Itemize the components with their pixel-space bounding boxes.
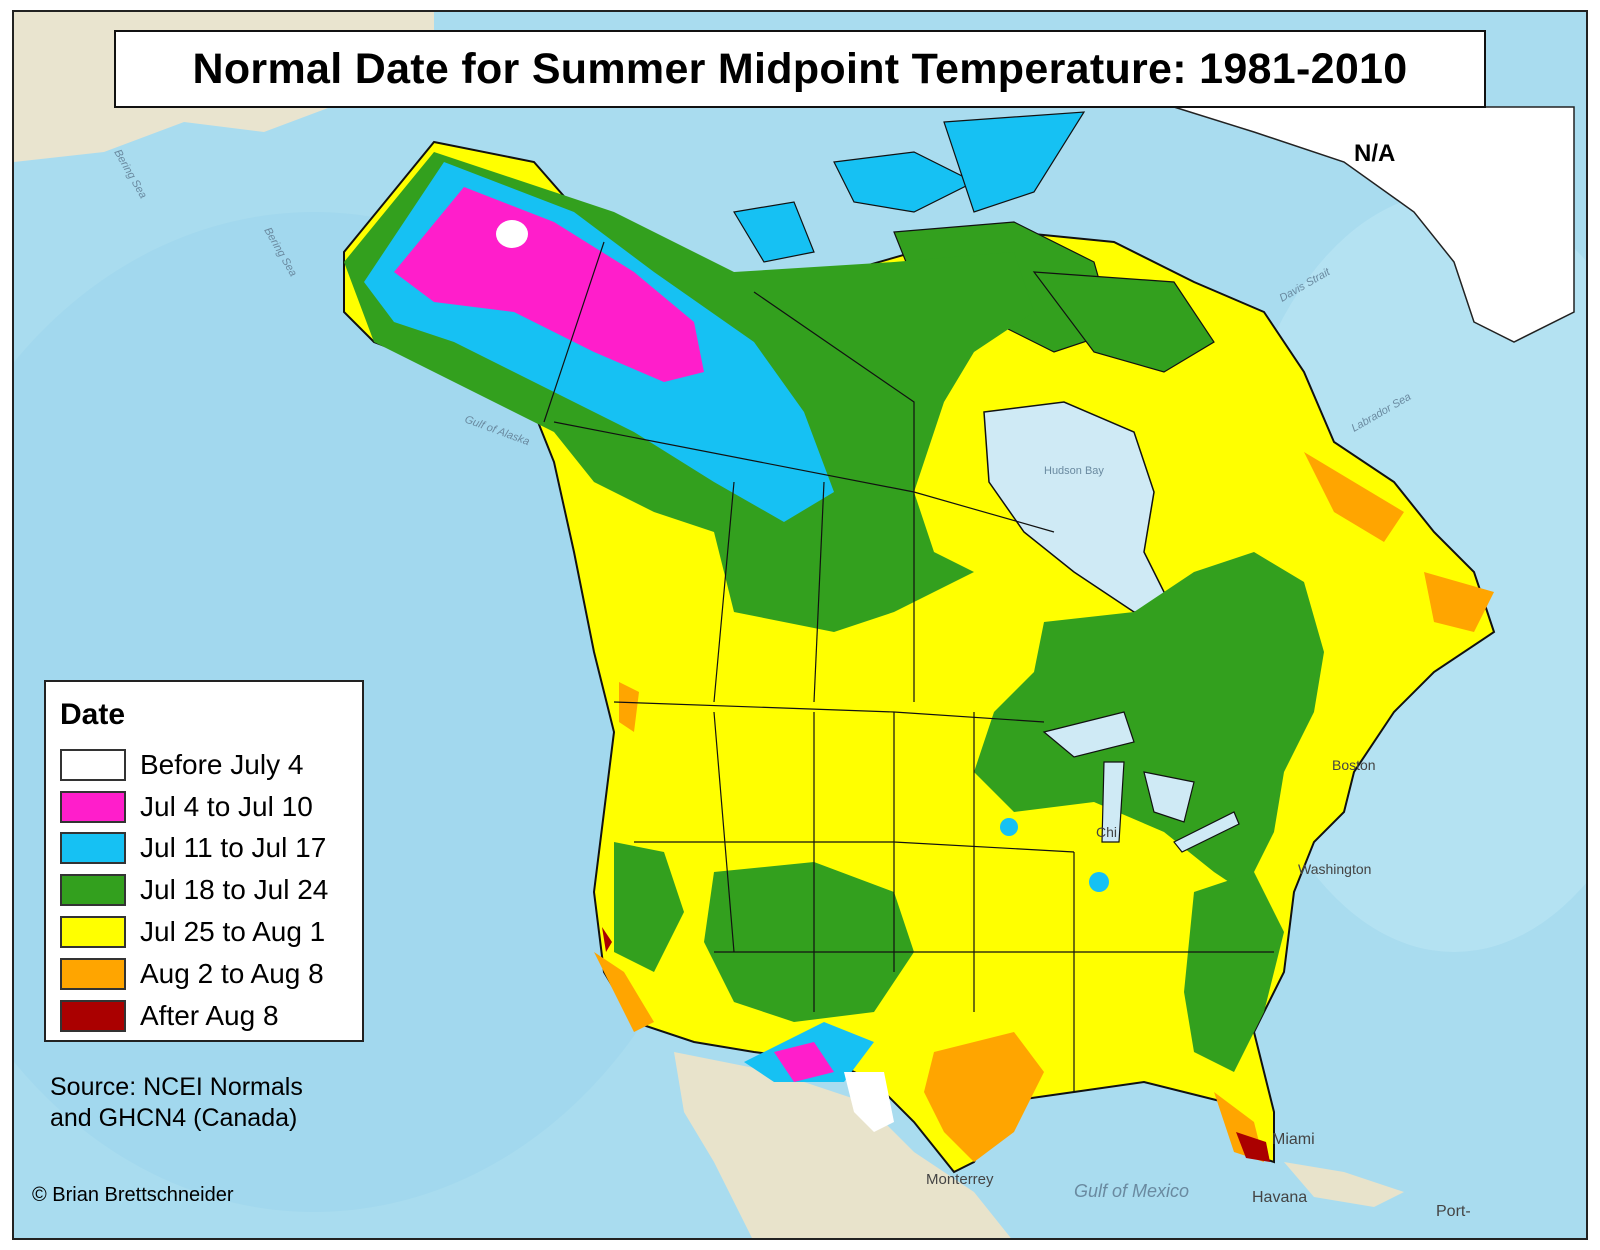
- city-chicago: Chi: [1096, 824, 1117, 840]
- zone-aug2-aug8-labrador: [1304, 452, 1404, 542]
- legend-item: Jul 18 to Jul 24: [60, 869, 328, 911]
- legend-label: Jul 11 to Jul 17: [140, 832, 327, 864]
- legend-item: Jul 25 to Aug 1: [60, 911, 328, 953]
- legend-label: Jul 25 to Aug 1: [140, 916, 326, 948]
- zone-after-aug8-florida: [1236, 1132, 1270, 1162]
- legend-swatch: [60, 874, 126, 907]
- source-line-1: Source: NCEI Normals: [50, 1073, 303, 1101]
- admin-borders: [543, 241, 1274, 1092]
- zone-before-jul4-texas: [844, 1072, 894, 1132]
- legend-item: Aug 2 to Aug 8: [60, 953, 328, 995]
- source-note: Source: NCEI Normals and GHCN4 (Canada): [50, 1072, 303, 1134]
- city-monterrey: Monterrey: [926, 1171, 994, 1188]
- legend-list: Before July 4 Jul 4 to Jul 10 Jul 11 to …: [60, 744, 328, 1037]
- border-bc-alberta: [713, 481, 735, 703]
- zone-jul4-jul10: [394, 187, 704, 382]
- zone-jul11-jul17-spot: [1089, 872, 1109, 892]
- city-havana: Havana: [1252, 1189, 1307, 1206]
- arctic-island: [733, 201, 815, 263]
- zone-before-jul4-alaska: [496, 220, 528, 248]
- legend-swatch: [60, 790, 126, 823]
- zone-jul18-jul24-southwest: [704, 862, 914, 1022]
- lake-michigan: [1101, 761, 1125, 843]
- legend-item: After Aug 8: [60, 995, 328, 1037]
- legend-label: Jul 18 to Jul 24: [140, 874, 329, 906]
- city-washington: Washington: [1298, 861, 1371, 877]
- mexico-land: [674, 1052, 1011, 1238]
- choropleth-map: Bering Sea Bering Sea Gulf of Alaska Hud…: [14, 12, 1586, 1238]
- label-gulf-of-mexico: Gulf of Mexico: [1074, 1181, 1189, 1201]
- arctic-island: [943, 111, 1086, 213]
- zone-jul18-jul24-southeast: [1184, 872, 1284, 1072]
- zone-after-aug8-california: [602, 927, 612, 952]
- cuba-land: [1284, 1162, 1404, 1207]
- legend-label: Aug 2 to Aug 8: [140, 957, 324, 989]
- legend-label: After Aug 8: [140, 999, 279, 1031]
- title-box: Normal Date for Summer Midpoint Temperat…: [114, 30, 1486, 108]
- label-hudson-bay: Hudson Bay: [1044, 465, 1104, 477]
- baffin-island: [1032, 271, 1215, 373]
- zone-aug2-aug8-texas: [924, 1032, 1044, 1162]
- source-line-2: and GHCN4 (Canada): [50, 1104, 298, 1132]
- border-nwt-nunavut: [753, 291, 915, 492]
- legend-label: Before July 4: [140, 748, 304, 780]
- legend-swatch: [60, 957, 126, 990]
- city-miami: Miami: [1272, 1131, 1315, 1148]
- lake-superior: [1042, 711, 1135, 758]
- zone-jul11-jul17-spot: [1000, 818, 1018, 836]
- zone-aug2-aug8-california: [594, 952, 654, 1032]
- lake-huron: [1143, 771, 1195, 823]
- legend-item: Jul 11 to Jul 17: [60, 828, 328, 870]
- legend-title: Date: [60, 698, 126, 731]
- map-frame: Bering Sea Bering Sea Gulf of Alaska Hud…: [12, 10, 1588, 1240]
- legend-swatch: [60, 748, 126, 781]
- border-alaska-yukon: [543, 241, 605, 423]
- city-boston: Boston: [1332, 757, 1376, 773]
- zone-aug2-aug8-oregon: [619, 682, 639, 732]
- copyright-credit: © Brian Brettschneider: [32, 1184, 234, 1206]
- zone-aug2-aug8-newfoundland: [1424, 572, 1494, 632]
- legend-swatch: [60, 999, 126, 1032]
- city-port: Port-: [1436, 1203, 1471, 1220]
- legend: Date Before July 4 Jul 4 to Jul 10 Jul 1…: [44, 680, 364, 1042]
- lake-erie: [1173, 811, 1240, 853]
- border-us-west-a: [713, 711, 735, 953]
- map-title: Normal Date for Summer Midpoint Temperat…: [192, 44, 1408, 93]
- legend-swatch: [60, 916, 126, 949]
- zone-jul4-jul10-sw: [774, 1042, 834, 1082]
- arctic-island: [833, 151, 976, 213]
- legend-swatch: [60, 832, 126, 865]
- greenland-na-label: N/A: [1354, 140, 1396, 167]
- zone-jul18-jul24-california: [614, 842, 684, 972]
- greenland: [1173, 106, 1575, 343]
- legend-label: Jul 4 to Jul 10: [140, 790, 313, 822]
- legend-item: Before July 4: [60, 744, 328, 786]
- border-alberta-sask: [813, 481, 825, 703]
- legend-item: Jul 4 to Jul 10: [60, 786, 328, 828]
- zone-jul18-jul24-east: [974, 552, 1324, 892]
